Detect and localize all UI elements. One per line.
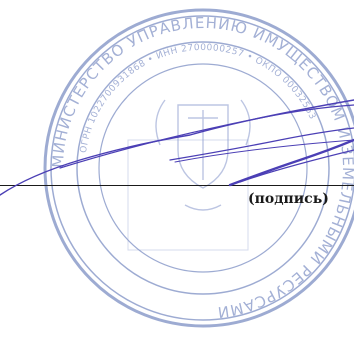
handwritten-signature [0,0,354,348]
